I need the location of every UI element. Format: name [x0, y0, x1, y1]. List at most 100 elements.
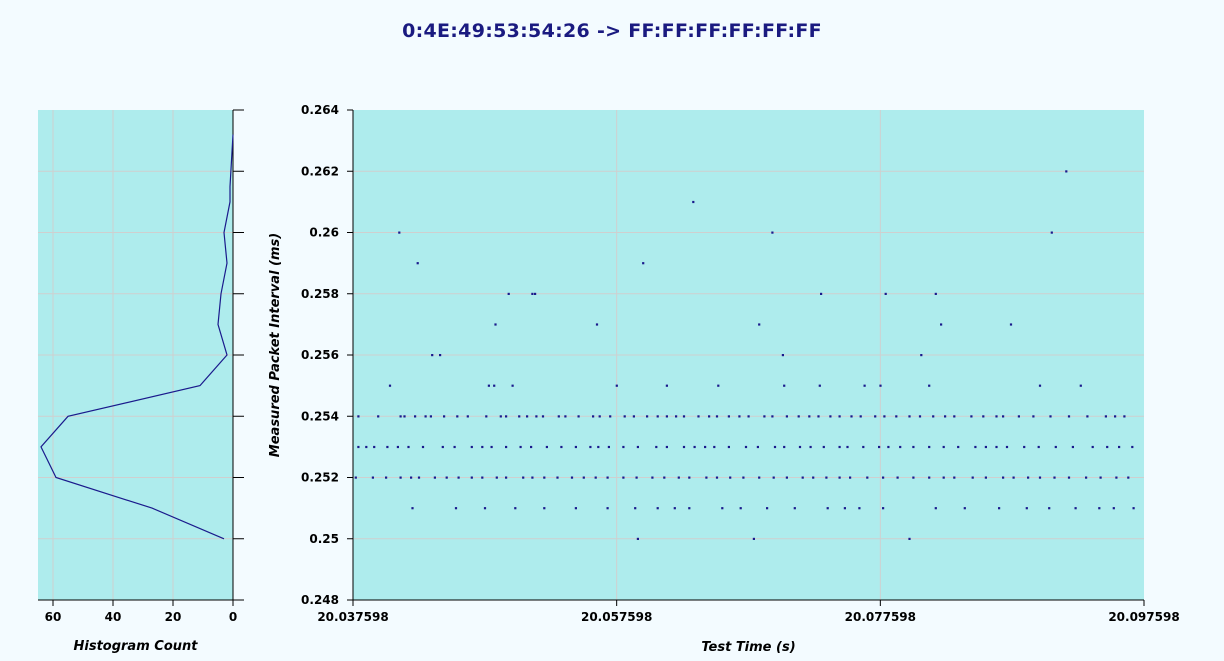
scatter-point	[971, 476, 974, 479]
scatter-point	[511, 384, 514, 387]
scatter-point	[1067, 476, 1071, 479]
scatter-point	[1085, 476, 1088, 479]
scatter-point	[505, 476, 508, 479]
scatter-point	[1032, 415, 1035, 418]
scatter-point	[439, 354, 442, 357]
scatter-point	[896, 476, 899, 479]
scatter-point	[598, 415, 601, 418]
scatter-point	[798, 445, 802, 449]
scatter-point	[597, 445, 600, 449]
scatter-y-tick-label: 0.248	[301, 593, 339, 607]
scatter-point	[1118, 445, 1121, 449]
scatter-point	[843, 507, 846, 510]
scatter-x-tick-label: 20.097598	[1108, 610, 1179, 624]
scatter-point	[481, 476, 484, 479]
scatter-point	[1002, 415, 1005, 418]
scatter-point	[846, 445, 849, 449]
scatter-point	[507, 292, 510, 295]
scatter-point	[399, 415, 402, 418]
scatter-point	[908, 537, 911, 540]
scatter-point	[622, 445, 625, 449]
scatter-point	[606, 476, 609, 479]
scatter-point	[1086, 415, 1089, 418]
scatter-point	[822, 445, 825, 449]
scatter-point	[407, 445, 410, 449]
scatter-point	[519, 445, 522, 449]
scatter-panel: 0.248 0.25 0.252 0.254 0.256 0.258 0.26 0.262 0.…	[268, 103, 1180, 655]
scatter-point	[704, 445, 707, 449]
scatter-point	[838, 445, 841, 449]
scatter-point	[908, 415, 911, 418]
histogram-line	[40, 134, 234, 540]
scatter-point	[1091, 445, 1094, 449]
scatter-point	[493, 384, 496, 387]
scatter-point	[1104, 415, 1107, 418]
scatter-point	[1098, 507, 1101, 510]
scatter-point	[817, 415, 820, 418]
scatter-point	[414, 415, 417, 418]
scatter-point	[899, 445, 902, 449]
scatter-point	[1071, 445, 1074, 449]
scatter-point	[665, 415, 668, 418]
scatter-point	[564, 415, 567, 418]
scatter-point	[545, 445, 548, 449]
scatter-point	[454, 507, 458, 510]
scatter-point	[928, 445, 931, 449]
scatter-point	[424, 415, 427, 418]
scatter-point	[505, 445, 508, 449]
scatter-point	[773, 445, 777, 449]
scatter-point	[388, 384, 392, 387]
scatter-point	[783, 384, 786, 387]
histogram-x-tick-label: 60	[45, 610, 62, 624]
scatter-point	[758, 476, 761, 479]
scatter-point	[838, 415, 841, 418]
scatter-y-tick-label: 0.262	[301, 164, 339, 178]
scatter-point	[895, 415, 898, 418]
scatter-point	[1065, 170, 1068, 173]
scatter-point	[882, 507, 885, 510]
scatter-point	[371, 476, 374, 479]
scatter-point	[998, 507, 1001, 510]
scatter-point	[665, 445, 668, 449]
scatter-point	[431, 354, 434, 357]
scatter-point	[688, 476, 691, 479]
scatter-point	[763, 415, 766, 418]
scatter-point	[457, 476, 460, 479]
scatter-point	[1123, 415, 1126, 418]
scatter-point	[771, 231, 774, 234]
scatter-point	[934, 507, 937, 510]
scatter-point	[808, 415, 811, 418]
scatter-point	[485, 415, 488, 418]
scatter-point	[727, 415, 730, 418]
scatter-point	[417, 476, 421, 479]
scatter-point	[570, 476, 574, 479]
scatter-y-tick-label: 0.26	[309, 226, 339, 240]
scatter-point	[483, 507, 487, 510]
scatter-point	[849, 476, 852, 479]
scatter-point	[785, 415, 788, 418]
scatter-point	[466, 415, 469, 418]
scatter-point	[421, 445, 425, 449]
scatter-point	[1002, 476, 1005, 479]
scatter-point	[1074, 507, 1077, 510]
scatter-point	[632, 415, 635, 418]
scatter-point	[443, 415, 446, 418]
scatter-point	[1038, 476, 1042, 479]
scatter-y-tick-label: 0.252	[301, 471, 339, 485]
scatter-x-tick-label: 20.037598	[317, 610, 388, 624]
scatter-point	[514, 507, 517, 510]
scatter-point	[470, 476, 473, 479]
scatter-point	[809, 445, 812, 449]
scatter-point	[1114, 415, 1117, 418]
scatter-point	[606, 507, 609, 510]
scatter-y-tick-label: 0.254	[301, 409, 339, 423]
scatter-point	[756, 445, 759, 449]
scatter-point	[928, 476, 931, 479]
scatter-point	[1079, 384, 1082, 387]
scatter-point	[481, 445, 484, 449]
scatter-point	[984, 476, 987, 479]
scatter-point	[783, 445, 786, 449]
scatter-point	[622, 476, 625, 479]
scatter-point	[487, 384, 490, 387]
scatter-point	[582, 476, 585, 479]
